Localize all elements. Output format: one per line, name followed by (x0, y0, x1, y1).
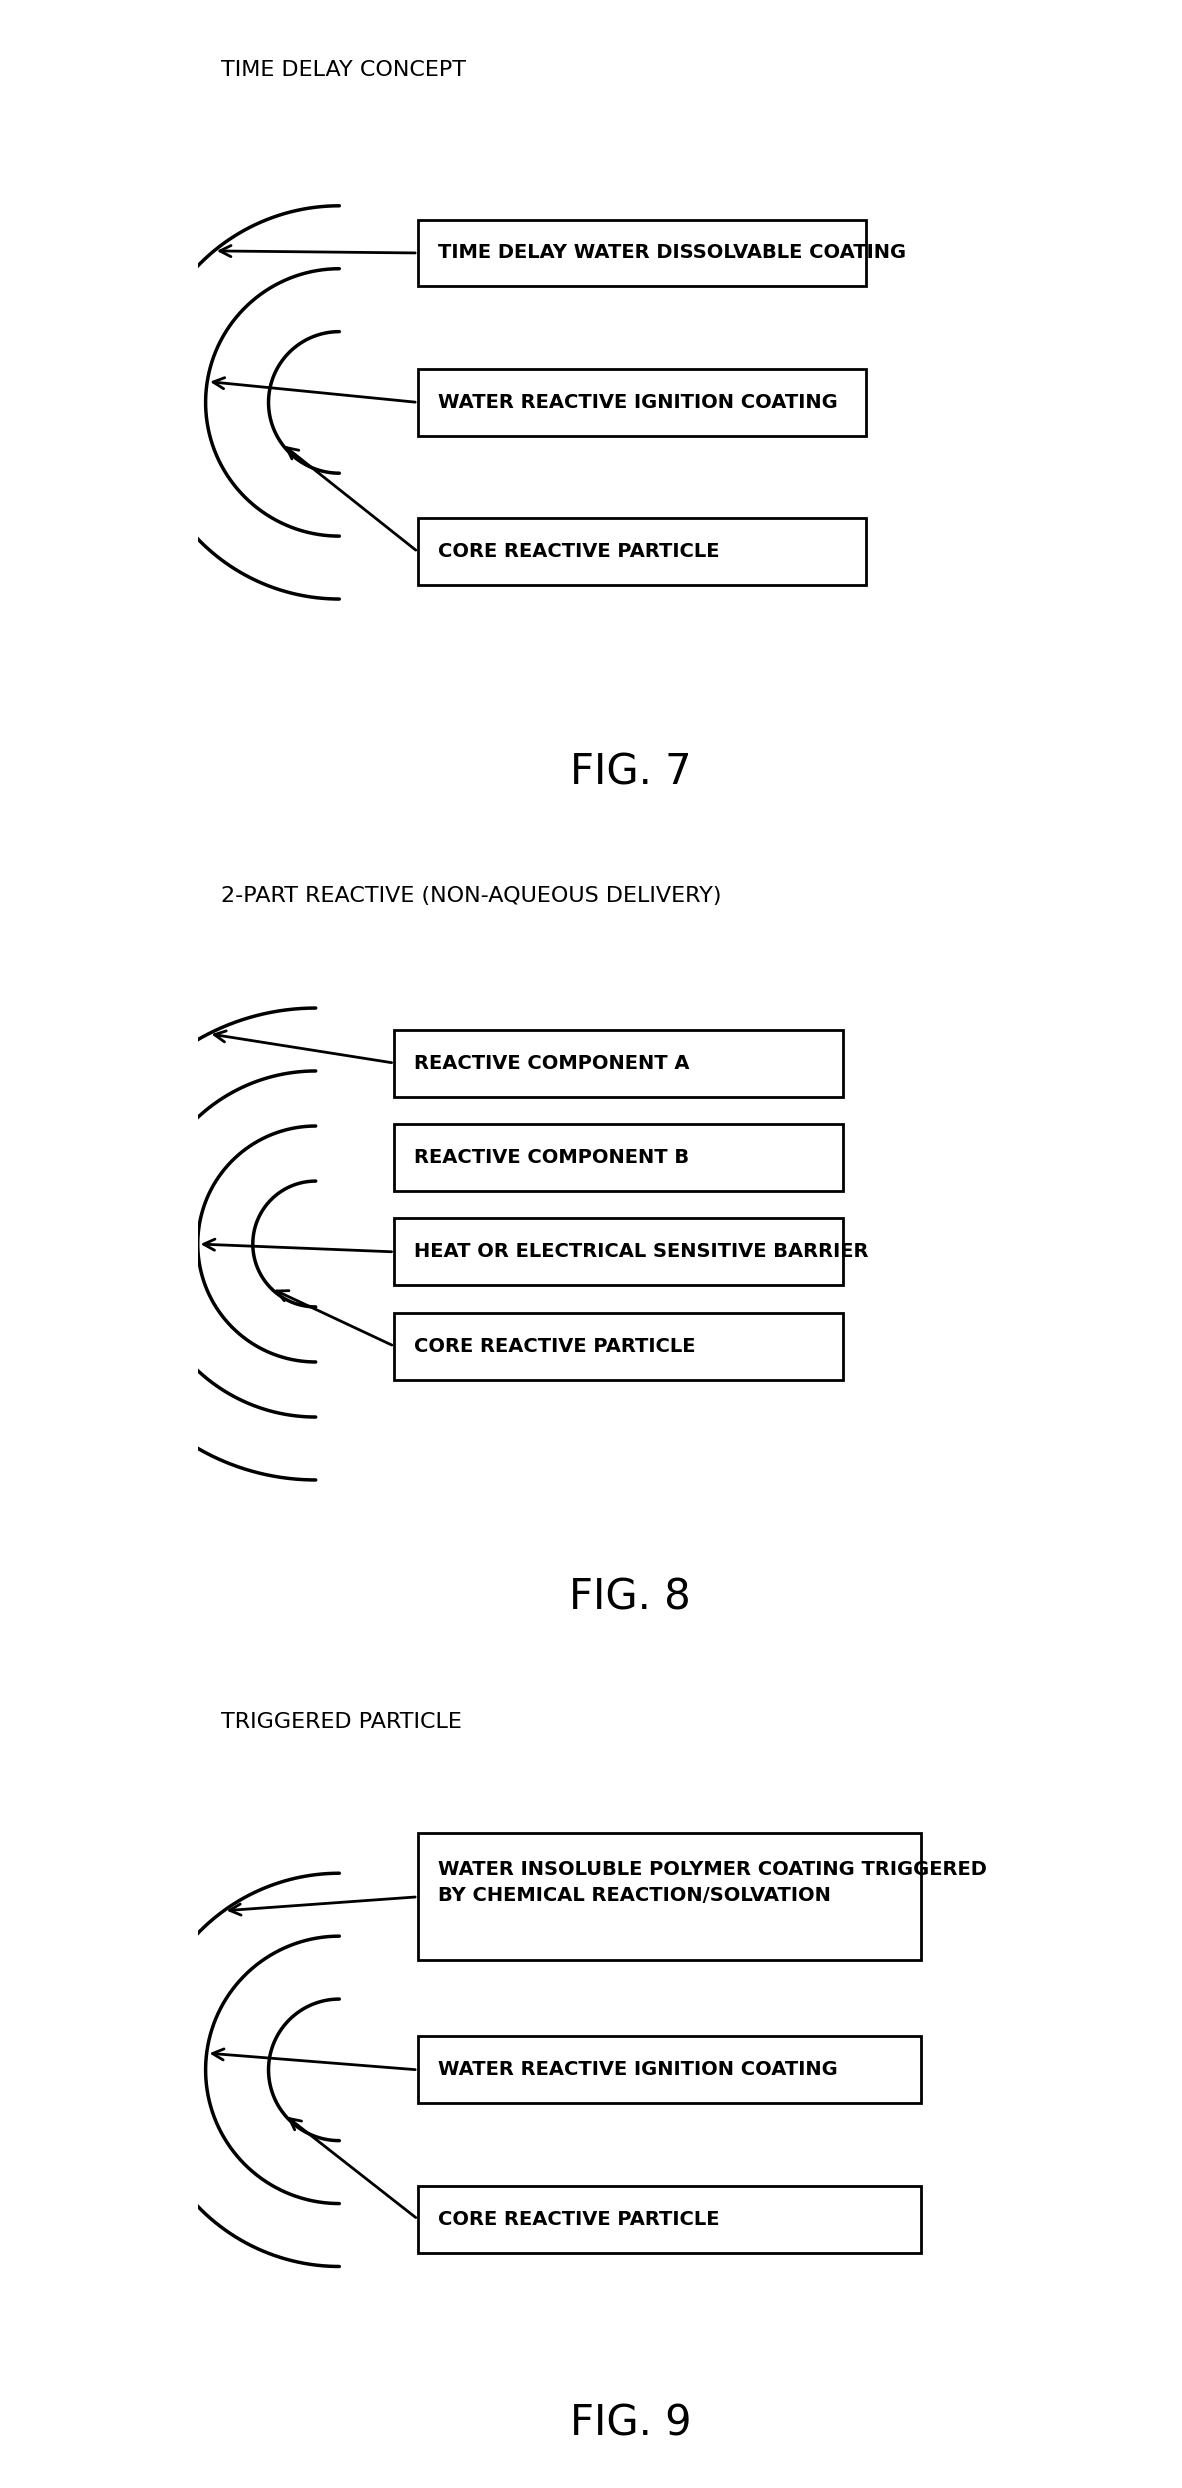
Text: REACTIVE COMPONENT B: REACTIVE COMPONENT B (414, 1147, 689, 1167)
Text: WATER REACTIVE IGNITION COATING: WATER REACTIVE IGNITION COATING (437, 2060, 837, 2080)
Text: FIG. 8: FIG. 8 (570, 1577, 691, 1620)
FancyBboxPatch shape (418, 518, 866, 585)
FancyBboxPatch shape (395, 1314, 843, 1381)
Text: REACTIVE COMPONENT A: REACTIVE COMPONENT A (414, 1052, 689, 1072)
Text: WATER INSOLUBLE POLYMER COATING TRIGGERED
BY CHEMICAL REACTION/SOLVATION: WATER INSOLUBLE POLYMER COATING TRIGGERE… (437, 1861, 987, 1906)
Text: WATER REACTIVE IGNITION COATING: WATER REACTIVE IGNITION COATING (437, 393, 837, 413)
FancyBboxPatch shape (395, 1219, 843, 1286)
FancyBboxPatch shape (418, 1834, 921, 1961)
FancyBboxPatch shape (395, 1125, 843, 1192)
FancyBboxPatch shape (418, 2187, 921, 2252)
Text: 2-PART REACTIVE (NON-AQUEOUS DELIVERY): 2-PART REACTIVE (NON-AQUEOUS DELIVERY) (221, 886, 722, 906)
Text: FIG. 9: FIG. 9 (570, 2403, 691, 2446)
FancyBboxPatch shape (395, 1030, 843, 1097)
Text: TRIGGERED PARTICLE: TRIGGERED PARTICLE (221, 1712, 462, 1732)
Text: CORE REACTIVE PARTICLE: CORE REACTIVE PARTICLE (414, 1336, 695, 1356)
Text: TIME DELAY CONCEPT: TIME DELAY CONCEPT (221, 60, 467, 80)
FancyBboxPatch shape (418, 368, 866, 435)
FancyBboxPatch shape (418, 2035, 921, 2102)
Text: TIME DELAY WATER DISSOLVABLE COATING: TIME DELAY WATER DISSOLVABLE COATING (437, 244, 905, 261)
FancyBboxPatch shape (418, 219, 866, 286)
Text: CORE REACTIVE PARTICLE: CORE REACTIVE PARTICLE (437, 2209, 719, 2229)
Text: FIG. 7: FIG. 7 (570, 751, 691, 794)
Text: HEAT OR ELECTRICAL SENSITIVE BARRIER: HEAT OR ELECTRICAL SENSITIVE BARRIER (414, 1242, 869, 1261)
Text: CORE REACTIVE PARTICLE: CORE REACTIVE PARTICLE (437, 542, 719, 562)
